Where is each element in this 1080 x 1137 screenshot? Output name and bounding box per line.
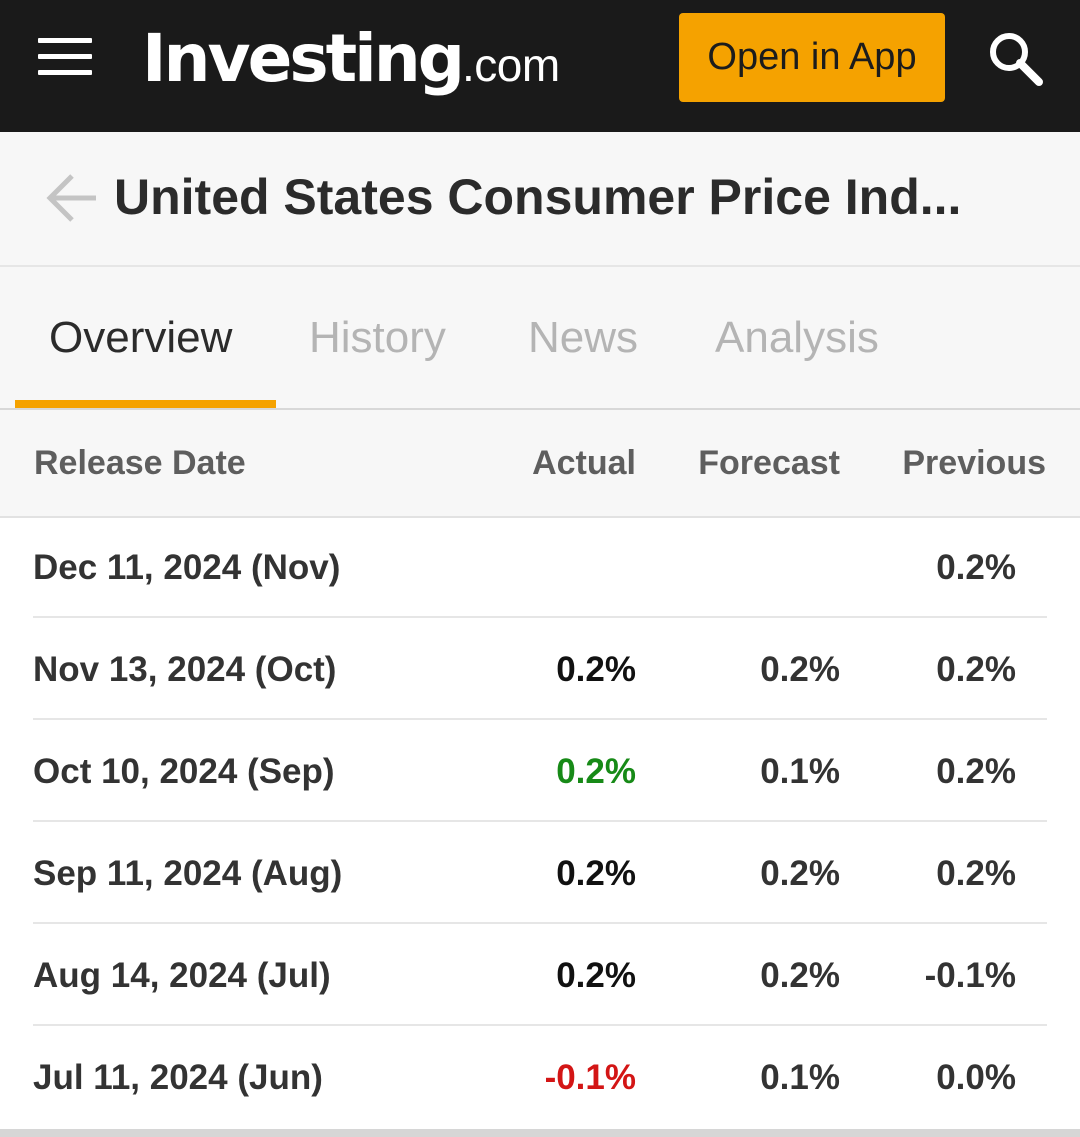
- column-header-previous: Previous: [902, 444, 1046, 482]
- actual-cell: 0.2%: [556, 650, 636, 689]
- page-title: United States Consumer Price Ind...: [114, 169, 962, 225]
- tab-bar: Overview History News Analysis: [0, 267, 1080, 410]
- row-divider: [33, 820, 1047, 822]
- forecast-cell: 0.2%: [760, 854, 840, 893]
- table-header: Release Date Actual Forecast Previous: [0, 410, 1080, 518]
- forecast-cell: 0.1%: [760, 1058, 840, 1097]
- actual-cell: 0.2%: [556, 956, 636, 995]
- table-row[interactable]: Sep 11, 2024 (Aug) 0.2% 0.2% 0.2%: [33, 824, 1047, 924]
- previous-cell: 0.2%: [936, 752, 1016, 791]
- release-date-cell: Dec 11, 2024 (Nov): [33, 548, 341, 587]
- actual-cell-positive: 0.2%: [556, 752, 636, 791]
- back-arrow-icon[interactable]: [44, 170, 100, 226]
- forecast-cell: 0.2%: [760, 956, 840, 995]
- actual-cell: 0.2%: [556, 854, 636, 893]
- tab-news[interactable]: News: [528, 313, 639, 362]
- forecast-cell: 0.2%: [760, 650, 840, 689]
- logo-domain-suffix: .com: [462, 39, 560, 91]
- page-header: United States Consumer Price Ind...: [0, 132, 1080, 267]
- release-date-cell: Jul 11, 2024 (Jun): [33, 1058, 323, 1097]
- search-icon[interactable]: [985, 28, 1045, 88]
- top-navigation-bar: Investing.com Open in App: [0, 0, 1080, 132]
- table-row[interactable]: Aug 14, 2024 (Jul) 0.2% 0.2% -0.1%: [33, 926, 1047, 1026]
- table-row[interactable]: Dec 11, 2024 (Nov) 0.2%: [33, 518, 1047, 618]
- previous-cell: -0.1%: [924, 956, 1016, 995]
- bottom-edge-divider: [0, 1129, 1080, 1137]
- release-date-cell: Sep 11, 2024 (Aug): [33, 854, 343, 893]
- column-header-forecast: Forecast: [698, 444, 840, 482]
- logo-wordmark: Investing: [142, 20, 465, 97]
- tab-analysis[interactable]: Analysis: [715, 313, 879, 362]
- release-date-cell: Aug 14, 2024 (Jul): [33, 956, 331, 995]
- open-in-app-label: Open in App: [707, 36, 917, 78]
- row-divider: [33, 922, 1047, 924]
- row-divider: [33, 1024, 1047, 1026]
- tab-history[interactable]: History: [309, 313, 446, 362]
- release-date-cell: Nov 13, 2024 (Oct): [33, 650, 337, 689]
- open-in-app-button[interactable]: Open in App: [679, 13, 945, 102]
- active-tab-indicator: [15, 400, 276, 408]
- column-header-release-date: Release Date: [34, 444, 246, 482]
- release-date-cell: Oct 10, 2024 (Sep): [33, 752, 335, 791]
- previous-cell: 0.2%: [936, 548, 1016, 587]
- hamburger-menu-icon[interactable]: [38, 38, 94, 78]
- previous-cell: 0.0%: [936, 1058, 1016, 1097]
- row-divider: [33, 616, 1047, 618]
- site-logo[interactable]: Investing.com: [142, 14, 560, 104]
- actual-cell-negative: -0.1%: [544, 1058, 636, 1097]
- table-row[interactable]: Jul 11, 2024 (Jun) -0.1% 0.1% 0.0%: [33, 1028, 1047, 1128]
- tab-overview[interactable]: Overview: [49, 313, 233, 362]
- previous-cell: 0.2%: [936, 854, 1016, 893]
- table-row[interactable]: Oct 10, 2024 (Sep) 0.2% 0.1% 0.2%: [33, 722, 1047, 822]
- previous-cell: 0.2%: [936, 650, 1016, 689]
- row-divider: [33, 718, 1047, 720]
- forecast-cell: 0.1%: [760, 752, 840, 791]
- column-header-actual: Actual: [532, 444, 636, 482]
- table-row[interactable]: Nov 13, 2024 (Oct) 0.2% 0.2% 0.2%: [33, 620, 1047, 720]
